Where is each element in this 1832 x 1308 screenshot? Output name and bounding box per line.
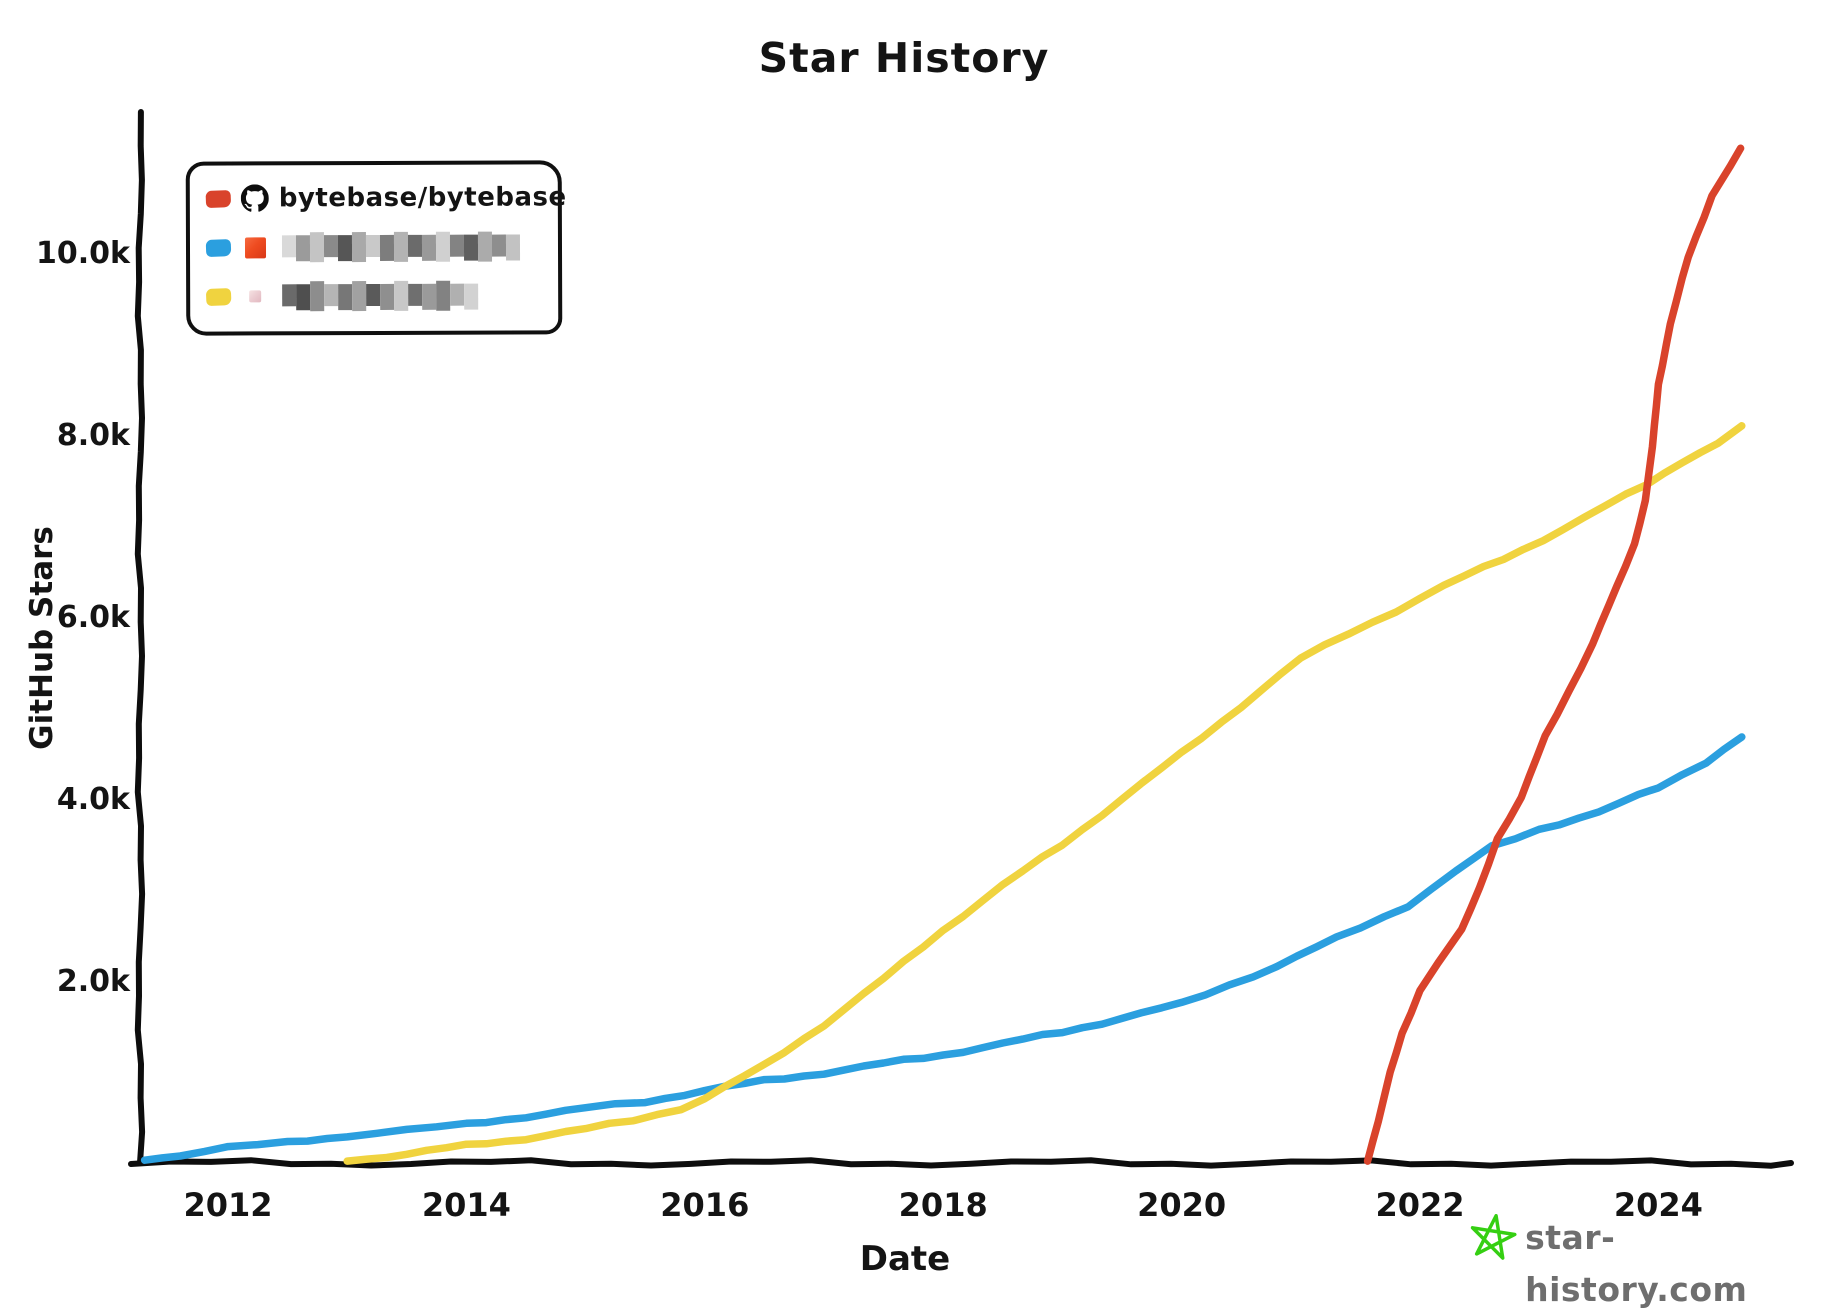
y-axis-title: GitHub Stars xyxy=(24,526,60,750)
x-tick-label: 2018 xyxy=(899,1186,988,1224)
y-tick-label: 2.0k xyxy=(57,964,131,999)
x-tick-label: 2020 xyxy=(1137,1186,1226,1224)
x-axis-title: Date xyxy=(860,1239,950,1279)
chart-title: Star History xyxy=(758,34,1050,82)
x-axis-line xyxy=(128,1157,1794,1169)
orange-square-avatar-icon xyxy=(240,236,270,258)
github-octocat-icon xyxy=(240,184,270,212)
legend-item-blurred-blue[interactable] xyxy=(205,225,542,268)
y-tick-label: 10.0k xyxy=(36,236,131,271)
pink-square-avatar-icon xyxy=(240,290,270,303)
chart-line-blurred-repo-yellow xyxy=(343,422,1746,1165)
y-tick-label: 6.0k xyxy=(57,600,131,635)
chart-line-blurred-repo-blue xyxy=(140,733,1746,1164)
x-tick-label: 2014 xyxy=(422,1186,511,1224)
x-tick-label: 2024 xyxy=(1614,1186,1703,1224)
series-color-swatch xyxy=(205,238,232,257)
series-color-swatch xyxy=(205,189,232,208)
x-tick-label: 2016 xyxy=(660,1186,749,1224)
chart-line-bytebase-bytebase xyxy=(1363,144,1745,1165)
green-star-icon xyxy=(1470,1214,1517,1260)
y-tick-label: 8.0k xyxy=(57,418,131,453)
y-tick-label: 4.0k xyxy=(57,782,131,817)
legend-item-bytebase[interactable]: bytebase/bytebase xyxy=(205,176,567,219)
legend-item-blurred-yellow[interactable] xyxy=(205,274,542,317)
brand-text: star-history.com xyxy=(1525,1218,1748,1308)
series-color-swatch xyxy=(205,287,232,306)
y-axis-line xyxy=(134,109,146,1166)
x-tick-label: 2022 xyxy=(1375,1186,1464,1224)
x-tick-label: 2012 xyxy=(183,1186,272,1224)
legend-box: bytebase/bytebase xyxy=(185,160,567,336)
star-history-brand-link[interactable]: star-history.com xyxy=(1468,1212,1832,1308)
legend-repo-name[interactable]: bytebase/bytebase xyxy=(278,182,567,214)
legend-blurred-name xyxy=(281,231,521,263)
legend-blurred-name xyxy=(282,280,479,312)
